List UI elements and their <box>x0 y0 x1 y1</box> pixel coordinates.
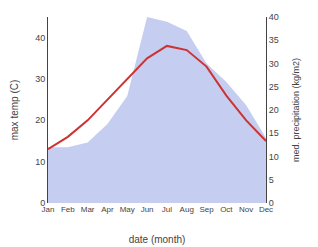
svg-text:Jul: Jul <box>162 205 172 214</box>
svg-text:Aug: Aug <box>180 205 194 214</box>
svg-text:35: 35 <box>269 35 279 45</box>
svg-text:10: 10 <box>35 157 45 167</box>
svg-text:10: 10 <box>269 152 279 162</box>
svg-text:Mar: Mar <box>81 205 95 214</box>
svg-text:Jan: Jan <box>42 205 55 214</box>
svg-text:Jun: Jun <box>141 205 154 214</box>
svg-text:25: 25 <box>269 82 279 92</box>
svg-text:30: 30 <box>35 74 45 84</box>
svg-text:Dec: Dec <box>259 205 273 214</box>
svg-text:Nov: Nov <box>239 205 253 214</box>
svg-text:Feb: Feb <box>61 205 75 214</box>
svg-text:15: 15 <box>269 128 279 138</box>
svg-text:May: May <box>120 205 135 214</box>
svg-text:5: 5 <box>269 175 274 185</box>
svg-text:20: 20 <box>35 115 45 125</box>
svg-text:0: 0 <box>269 198 274 208</box>
svg-text:40: 40 <box>35 33 45 43</box>
svg-text:0: 0 <box>40 198 45 208</box>
svg-text:Oct: Oct <box>220 205 233 214</box>
svg-text:med. precipitation (kg/m2): med. precipitation (kg/m2) <box>291 58 301 162</box>
svg-text:30: 30 <box>269 59 279 69</box>
svg-text:max temp (C): max temp (C) <box>9 80 20 141</box>
svg-text:20: 20 <box>269 105 279 115</box>
svg-text:40: 40 <box>269 12 279 22</box>
svg-text:date (month): date (month) <box>129 234 186 245</box>
svg-text:Apr: Apr <box>101 205 114 214</box>
svg-text:Sep: Sep <box>199 205 214 214</box>
